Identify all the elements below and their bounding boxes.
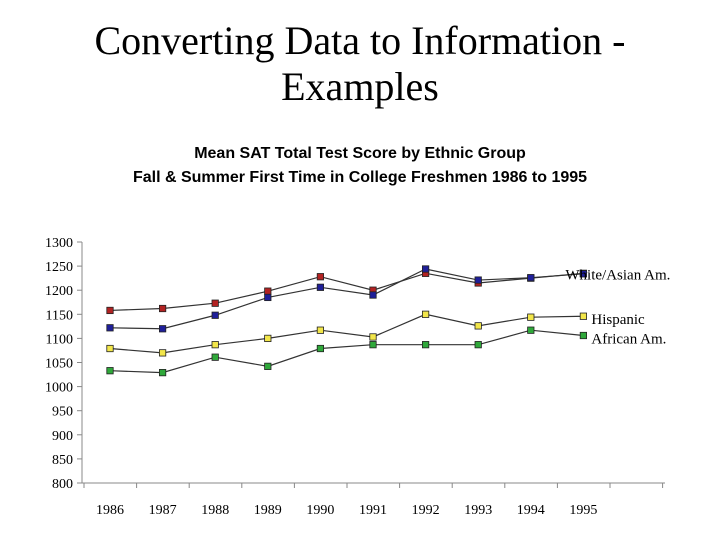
y-tick-label: 1150 <box>46 308 73 323</box>
y-tick-label: 850 <box>52 453 73 468</box>
x-tick-label: 1992 <box>412 503 440 518</box>
data-point-asian <box>106 324 114 332</box>
data-point-hispanic <box>527 313 535 321</box>
data-point-african <box>264 362 272 370</box>
data-point-african <box>106 367 114 375</box>
y-tick-label: 1200 <box>45 284 73 299</box>
data-point-african <box>527 326 535 334</box>
data-point-african <box>211 353 219 361</box>
series-label-hispanic: Hispanic <box>591 312 645 328</box>
data-point-african <box>316 344 325 353</box>
data-point-hispanic <box>211 341 219 349</box>
x-tick-label: 1994 <box>517 503 545 518</box>
data-point-asian <box>369 291 377 299</box>
data-point-hispanic <box>474 322 482 330</box>
series-label-white: White/Asian Am. <box>565 268 670 284</box>
series-line-african <box>109 329 584 374</box>
data-point-african <box>421 341 430 349</box>
data-point-hispanic <box>421 310 430 318</box>
data-point-white <box>316 273 325 281</box>
data-point-white <box>264 287 272 295</box>
data-point-hispanic <box>369 333 377 341</box>
series-line-hispanic <box>109 313 584 354</box>
data-point-white <box>158 304 167 313</box>
x-tick-label: 1988 <box>201 503 229 518</box>
series-label-african: African Am. <box>591 332 666 348</box>
data-point-asian <box>211 311 219 319</box>
y-tick-label: 900 <box>52 429 73 444</box>
x-tick-label: 1989 <box>254 503 282 518</box>
data-point-hispanic <box>158 349 167 357</box>
x-tick-label: 1986 <box>96 503 124 518</box>
x-tick-label: 1995 <box>569 503 597 518</box>
data-point-asian <box>474 276 482 284</box>
x-tick-label: 1993 <box>464 503 492 518</box>
data-point-hispanic <box>579 312 588 320</box>
y-tick-label: 800 <box>52 477 73 492</box>
data-point-african <box>579 331 588 340</box>
data-point-asian <box>527 274 535 282</box>
slide-title-line2: Examples <box>281 64 439 109</box>
data-point-african <box>474 341 482 349</box>
data-point-asian <box>316 283 325 291</box>
y-tick-label: 1100 <box>46 332 73 347</box>
chart-heading: Mean SAT Total Test Score by Ethnic Grou… <box>0 142 720 190</box>
slide-title: Converting Data to Information - Example… <box>0 18 720 110</box>
x-tick-label: 1990 <box>306 503 334 518</box>
y-tick-label: 1250 <box>45 260 73 275</box>
data-point-asian <box>158 325 167 333</box>
x-tick-label: 1991 <box>359 503 387 518</box>
data-point-asian <box>579 270 588 278</box>
y-tick-label: 1300 <box>45 236 73 251</box>
x-tick-label: 1987 <box>149 503 177 518</box>
chart-title: Mean SAT Total Test Score by Ethnic Grou… <box>194 145 526 162</box>
y-tick-label: 1000 <box>45 381 73 396</box>
data-point-asian <box>421 265 430 273</box>
slide-title-line1: Converting Data to Information - <box>94 18 626 63</box>
data-point-african <box>369 341 377 349</box>
series-line-asian <box>109 268 584 330</box>
data-point-white <box>106 306 114 315</box>
series-line-white <box>109 272 584 312</box>
y-tick-label: 950 <box>52 405 73 420</box>
data-point-asian <box>264 293 272 302</box>
data-point-hispanic <box>264 334 272 343</box>
data-point-hispanic <box>106 344 114 353</box>
chart-subtitle: Fall & Summer First Time in College Fres… <box>132 169 588 186</box>
y-tick-label: 1050 <box>45 357 73 372</box>
data-point-african <box>158 369 167 377</box>
data-point-white <box>211 299 219 307</box>
data-point-hispanic <box>316 326 325 334</box>
